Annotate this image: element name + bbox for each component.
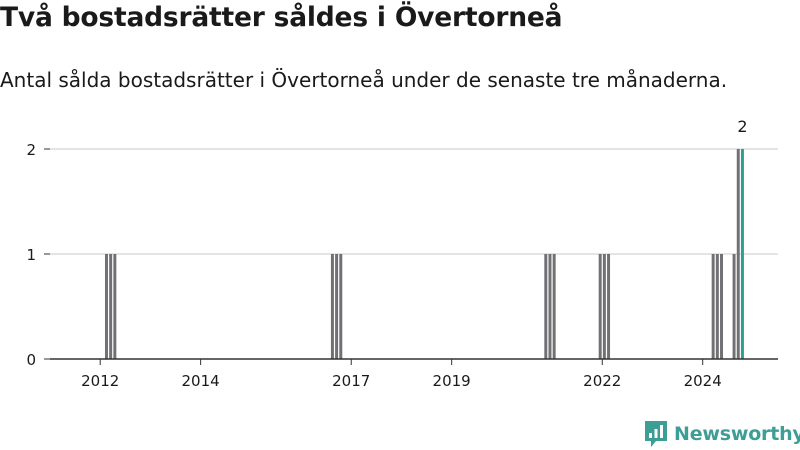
newsworthy-logo: Newsworthy <box>644 420 800 448</box>
data-label: 2 <box>737 117 747 136</box>
grid-lines <box>50 148 778 255</box>
bar-chart: 0 1 2 2 2012 2014 2017 2019 2022 2024 <box>26 117 778 390</box>
x-tick-label: 2019 <box>433 372 471 390</box>
bar <box>711 254 715 359</box>
chart-title: Två bostadsrätter såldes i Övertorneå <box>0 2 563 33</box>
x-tick-label: 2017 <box>332 372 370 390</box>
newsworthy-logo-icon <box>645 421 667 447</box>
x-tick-label: 2024 <box>684 372 722 390</box>
x-tick-label: 2022 <box>583 372 621 390</box>
bar <box>552 254 556 359</box>
bar <box>715 254 719 359</box>
x-tick-label: 2012 <box>81 372 119 390</box>
bar <box>330 254 334 359</box>
brand-name: Newsworthy <box>674 423 800 445</box>
bar <box>736 149 740 359</box>
bar <box>104 254 108 359</box>
axes <box>44 148 778 365</box>
bar <box>339 254 343 359</box>
x-tick-label: 2014 <box>182 372 220 390</box>
y-tick-label: 0 <box>26 351 36 369</box>
bar <box>732 254 736 359</box>
bar <box>740 149 744 359</box>
bar <box>548 254 552 359</box>
bar <box>607 254 611 359</box>
labels: 0 1 2 2 2012 2014 2017 2019 2022 2024 <box>26 117 747 390</box>
bar <box>720 254 724 359</box>
y-tick-label: 1 <box>26 246 36 264</box>
bar <box>602 254 606 359</box>
y-tick-label: 2 <box>26 141 36 159</box>
bars <box>104 149 744 359</box>
bar <box>113 254 117 359</box>
bar <box>335 254 339 359</box>
bar <box>544 254 548 359</box>
bar <box>109 254 113 359</box>
bar <box>598 254 602 359</box>
chart-subtitle: Antal sålda bostadsrätter i Övertorneå u… <box>0 68 728 92</box>
